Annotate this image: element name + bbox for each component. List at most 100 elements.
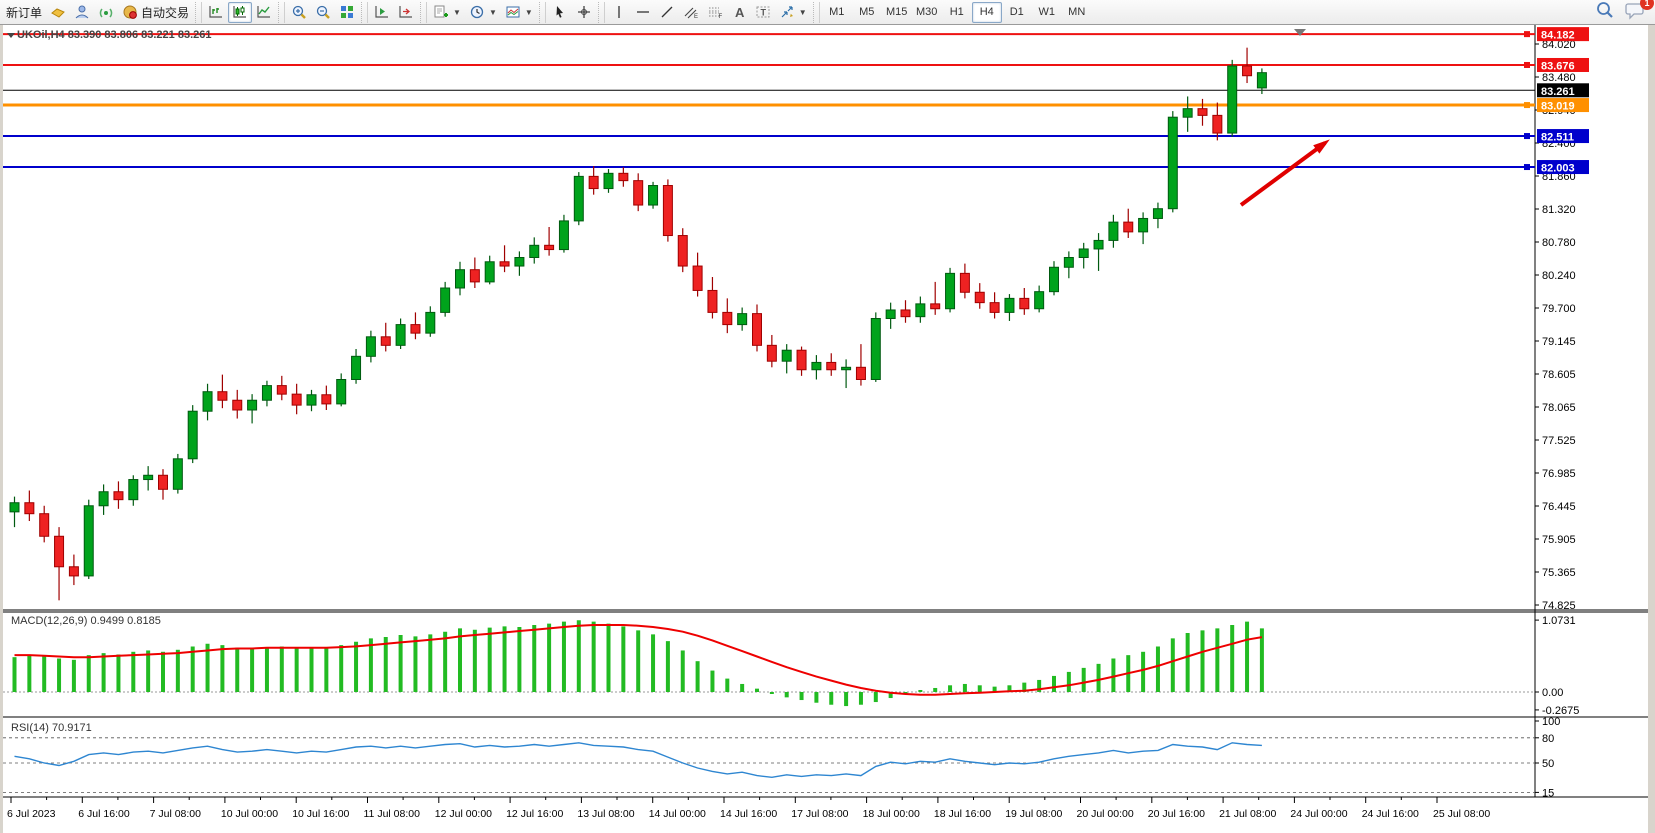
toolbar-group [548,0,596,25]
accounts-icon-icon [74,4,90,20]
history-center-icon[interactable] [46,2,70,23]
price-tick-label: 76.445 [1542,501,1576,513]
toolbar-group: 新订单 自动交易 [2,0,193,25]
tf-m15-button[interactable]: M15 [882,2,912,23]
toolbar-separator [812,1,820,23]
bar-chart-mode-button[interactable] [204,2,228,23]
zoom-out-button[interactable] [311,2,335,23]
horizontal-level-lines[interactable]: 84.182 83.676 83.019 82.511 82.003 [3,27,1589,175]
chart-canvas[interactable]: 84.02083.48082.94082.40081.86081.32080.7… [3,25,1648,833]
tf-h4-button[interactable]: H4 [971,1,1002,23]
vertical-line-button[interactable] [607,2,631,23]
trendline-button[interactable] [655,2,679,23]
text-icon: A [731,4,747,20]
signals-icon-icon [98,4,114,20]
candlestick-mode-button[interactable] [228,1,253,23]
toolbar-separator [278,1,286,23]
macd-axis[interactable]: 1.0731 0.00 -0.2675 [1535,615,1579,717]
symbol-flag-icon[interactable] [7,33,15,38]
toolbar-group: M1 M5 M15 M30 H1 H4 D1 W1 MN [822,0,1092,25]
rsi-pane [3,737,1535,793]
svg-text:82.003: 82.003 [1541,163,1575,175]
tile-windows-icon [339,4,355,20]
chart-shift-marker[interactable] [1294,29,1306,36]
toolbar-separator [597,1,605,23]
signals-icon[interactable] [94,2,118,23]
time-tick-label: 12 Jul 00:00 [435,808,492,820]
fibonacci-icon: F [707,4,723,20]
vertical-line-icon [611,4,627,20]
templates-button[interactable]: ▼ [501,2,537,23]
toolbar-separator [195,1,203,23]
price-tick-label: 80.780 [1542,237,1576,249]
periods-button[interactable]: ▼ [465,2,501,23]
tile-windows-button[interactable] [335,2,359,23]
fibonacci-button[interactable]: F [703,2,727,23]
rsi-axis[interactable]: 100 80 50 15 [1535,716,1560,799]
chart-shift-button[interactable] [394,2,418,23]
auto-scroll-button[interactable] [370,2,394,23]
time-tick-label: 7 Jul 08:00 [150,808,202,820]
toolbar-group: E F A T ▼ [607,0,811,25]
autotrade-button[interactable]: 自动交易 [118,2,193,23]
time-tick-label: 18 Jul 00:00 [863,808,920,820]
chevron-down-icon[interactable]: ▼ [488,7,497,17]
tf-mn-button[interactable]: MN [1062,2,1092,23]
trend-arrow-annotation[interactable] [1239,139,1330,207]
time-tick-label: 18 Jul 16:00 [934,808,991,820]
accounts-icon[interactable] [70,2,94,23]
price-tick-label: 76.985 [1542,468,1576,480]
time-axis[interactable]: 6 Jul 2023 6 Jul 16:00 7 Jul 08:00 10 Jul 0… [7,797,1490,820]
tf-m30-button[interactable]: M30 [912,2,942,23]
search-icon[interactable] [1595,0,1615,25]
new-chart-button[interactable]: ▼ [429,2,465,23]
autotrade-icon [122,4,138,20]
button-label: MN [1068,6,1086,18]
pane-frames [3,25,1648,833]
time-tick-label: 10 Jul 16:00 [292,808,349,820]
crosshair-button[interactable] [572,2,596,23]
new-chart-icon [433,4,449,20]
arrows-button[interactable]: ▼ [775,2,811,23]
history-center-icon-icon [50,4,66,20]
price-axis[interactable]: 84.02083.48082.94082.40081.86081.32080.7… [1535,39,1576,612]
button-label: M5 [859,6,875,18]
line-chart-mode-button[interactable] [252,2,276,23]
zoom-in-button[interactable] [287,2,311,23]
new-order-button[interactable]: 新订单 [2,2,46,23]
button-label: 自动交易 [141,5,190,20]
button-label: H4 [979,6,994,18]
tf-h1-button[interactable]: H1 [942,2,972,23]
label-icon: T [755,4,771,20]
time-tick-label: 14 Jul 16:00 [720,808,777,820]
bar-chart-mode-icon [208,4,224,20]
price-tick-label: 84.020 [1542,39,1576,51]
toolbar-separator [420,1,428,23]
cursor-button[interactable] [548,2,572,23]
chevron-down-icon[interactable]: ▼ [524,7,533,17]
svg-text:F: F [718,14,722,20]
text-button[interactable]: A [727,2,751,23]
chevron-down-icon[interactable]: ▼ [453,7,461,17]
price-tick-label: 81.320 [1542,204,1576,216]
toolbar-separator [361,1,369,23]
current-price-line: 83.261 [3,83,1589,98]
label-button[interactable]: T [751,2,775,23]
line-handle [1524,102,1530,109]
cursor-icon [552,4,568,20]
button-label: H1 [949,6,964,18]
tf-m1-button[interactable]: M1 [822,2,852,23]
notifications-icon[interactable]: 1 [1625,0,1654,25]
toolbar-right: 1 [1595,0,1654,25]
tf-w1-button[interactable]: W1 [1032,2,1062,23]
price-badge [1537,27,1589,42]
time-tick-label: 6 Jul 16:00 [78,808,130,820]
tf-m5-button[interactable]: M5 [852,2,882,23]
tf-d1-button[interactable]: D1 [1002,2,1032,23]
equidistant-channel-button[interactable]: E [679,2,703,23]
line-handle [1524,164,1530,171]
horizontal-line-button[interactable] [631,2,655,23]
price-tick-label: 75.905 [1542,534,1576,546]
chevron-down-icon[interactable]: ▼ [798,7,807,17]
time-tick-label: 20 Jul 00:00 [1077,808,1134,820]
